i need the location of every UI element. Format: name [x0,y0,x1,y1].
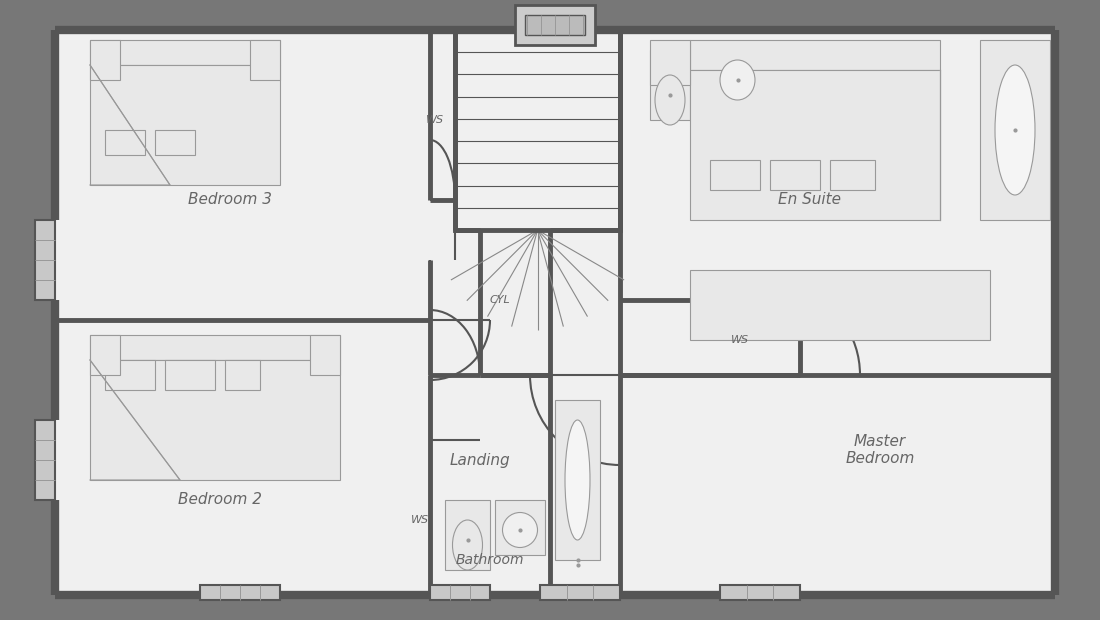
Bar [525,15,585,35]
Bar [430,230,625,595]
Text: En Suite: En Suite [779,192,842,208]
Bar [455,30,620,230]
Text: WS: WS [426,115,444,125]
Bar [200,585,280,600]
Bar [250,40,280,80]
Bar [155,130,195,155]
Bar [830,160,874,190]
Bar [980,40,1050,220]
Bar [770,160,820,190]
Text: Master
Bedroom: Master Bedroom [845,434,915,466]
Bar [720,585,800,600]
Bar [310,335,340,375]
Bar [104,130,145,155]
Bar [710,50,764,110]
Bar [690,40,940,70]
Bar [515,5,595,45]
Bar [104,360,155,390]
Text: WS: WS [411,515,429,525]
Bar [556,400,600,560]
Bar [710,160,760,190]
Text: WS: WS [730,335,749,345]
Bar [35,420,55,500]
Bar [455,30,620,595]
Bar [90,360,340,480]
Ellipse shape [720,60,755,100]
Bar [90,40,280,65]
Bar [90,335,120,375]
Text: Landing: Landing [450,453,510,467]
Text: Bathroom: Bathroom [455,553,525,567]
Bar [430,30,556,230]
Bar [446,500,490,570]
Bar [620,30,1055,595]
Text: CYL: CYL [490,295,510,305]
Ellipse shape [452,520,483,570]
Bar [35,220,55,300]
Bar [430,585,490,600]
Bar [690,70,940,220]
Bar [90,65,280,185]
Bar [495,500,544,555]
Bar [90,335,340,360]
Bar [55,30,430,595]
Bar [226,360,260,390]
Bar [650,50,690,120]
Text: Bedroom 3: Bedroom 3 [188,192,272,208]
Ellipse shape [996,65,1035,195]
Ellipse shape [565,420,590,540]
Bar [90,40,120,80]
Text: Bedroom 2: Bedroom 2 [178,492,262,508]
Ellipse shape [654,75,685,125]
Bar [650,40,690,85]
Bar [690,270,990,340]
Ellipse shape [503,513,538,547]
Bar [165,360,214,390]
Bar [540,585,620,600]
